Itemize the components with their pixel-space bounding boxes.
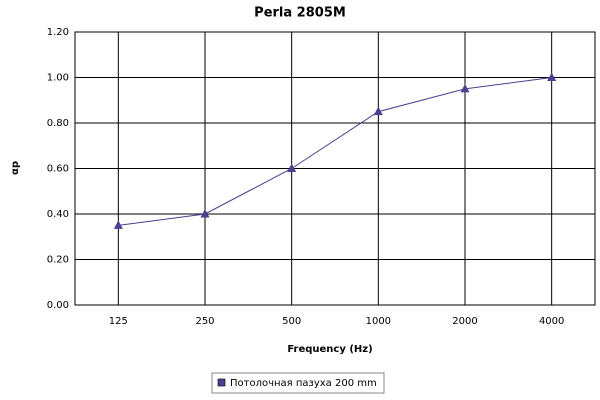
- point-marker: [373, 106, 383, 116]
- point-marker: [547, 72, 557, 81]
- y-tick-label: 0.80: [47, 118, 69, 129]
- x-tick-label: 1000: [366, 316, 391, 327]
- point-marker: [287, 163, 297, 172]
- y-tick-label: 1.20: [47, 27, 69, 38]
- x-tick-label: 4000: [539, 316, 564, 327]
- point-marker: [200, 209, 210, 218]
- y-tick-label: 0.40: [47, 209, 69, 220]
- legend-swatch: [217, 378, 226, 387]
- chart-title: Perla 2805M: [254, 6, 346, 21]
- legend-label: Потолочная пазуха 200 mm: [230, 378, 377, 389]
- legend: Потолочная пазуха 200 mm: [211, 372, 385, 394]
- x-tick-label: 250: [195, 316, 214, 327]
- x-axis-title: Frequency (Hz): [287, 344, 372, 355]
- y-tick-label: 0.00: [47, 300, 69, 311]
- x-tick-label: 2000: [452, 316, 477, 327]
- series-line: [118, 77, 552, 226]
- point-marker: [113, 220, 123, 229]
- legend-box: [211, 372, 385, 394]
- y-axis-title: αp: [10, 161, 21, 175]
- y-tick-label: 0.60: [47, 164, 69, 175]
- y-tick-label: 1.00: [47, 73, 69, 84]
- x-tick-label: 500: [282, 316, 301, 327]
- point-marker: [460, 83, 470, 93]
- x-tick-label: 125: [109, 316, 128, 327]
- y-tick-label: 0.20: [47, 255, 69, 266]
